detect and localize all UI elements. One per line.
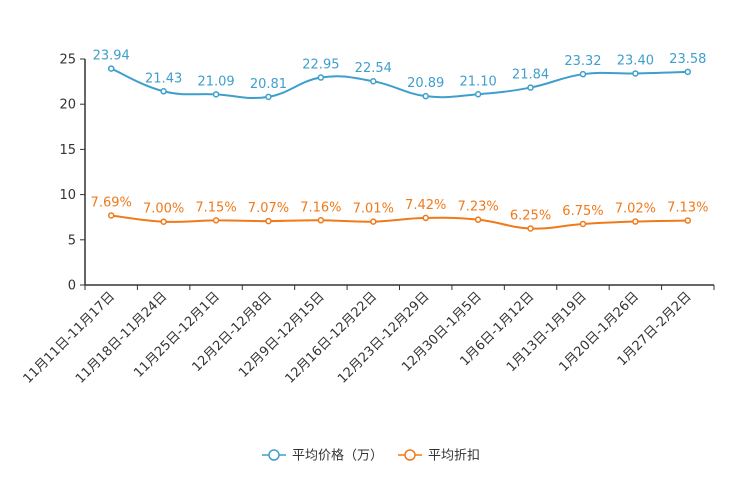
legend-item-2: 平均折扣 (398, 449, 480, 464)
data-label: 23.94 (93, 49, 130, 64)
data-point (212, 217, 220, 224)
legend: 平均价格（万） 平均折扣 (262, 448, 480, 464)
data-label: 23.40 (617, 53, 654, 68)
data-label: 6.75% (562, 204, 603, 219)
data-point (684, 217, 692, 224)
data-label: 22.54 (355, 61, 392, 76)
data-point (370, 218, 377, 225)
data-point (632, 70, 639, 77)
data-point (107, 212, 115, 219)
data-label: 21.84 (512, 68, 549, 83)
data-point (265, 93, 272, 101)
data-label: 20.81 (250, 77, 287, 92)
data-point (212, 91, 220, 98)
legend-item-1: 平均价格（万） (262, 448, 383, 464)
data-point (107, 65, 115, 72)
data-label: 20.89 (407, 76, 444, 91)
data-label: 23.32 (564, 54, 601, 69)
y-axis: 0 5 10 15 20 25 (59, 53, 86, 294)
legend-label: 平均折扣 (428, 449, 480, 464)
data-label: 7.15% (195, 200, 236, 215)
data-point (632, 218, 639, 225)
data-label: 21.09 (197, 74, 234, 89)
legend-marker-icon (404, 449, 416, 461)
data-point (474, 91, 482, 98)
data-point (527, 84, 534, 91)
data-point (370, 77, 377, 85)
x-tick-label: 11月11日-11月17日 (21, 289, 118, 386)
legend-marker-icon (268, 449, 280, 461)
x-tick-label: 12月16日-12月22日 (283, 289, 380, 386)
data-label: 7.13% (667, 201, 708, 216)
data-label: 21.43 (145, 71, 182, 86)
data-point (474, 216, 482, 223)
x-axis: 11月11日-11月17日11月18日-11月24日11月25日-12月1日12… (21, 284, 715, 387)
data-label: 7.01% (353, 202, 394, 217)
data-point (160, 88, 167, 95)
data-point (265, 217, 272, 225)
data-point (422, 214, 429, 222)
data-label: 7.42% (405, 198, 446, 213)
data-label: 7.16% (300, 200, 341, 215)
series-2: 7.69% 7.00% 7.15% 7.07% 7.16% 7.01% 7.42% 7.23%… (91, 195, 708, 232)
y-tick-label: 15 (59, 143, 76, 158)
data-point (527, 225, 534, 232)
y-tick-label: 25 (59, 53, 76, 68)
data-point (160, 218, 167, 225)
data-label: 7.69% (91, 195, 132, 210)
data-label: 6.25% (510, 209, 551, 224)
y-tick-label: 10 (59, 188, 76, 203)
data-label: 23.58 (669, 52, 706, 67)
y-tick-label: 0 (68, 279, 76, 294)
series-line (111, 214, 688, 230)
series-line (110, 67, 688, 100)
data-point (317, 74, 325, 81)
data-point (579, 220, 587, 228)
data-label: 7.00% (143, 202, 184, 217)
x-tick-label: 12月23日-12月29日 (335, 289, 432, 386)
data-point (684, 68, 692, 76)
data-label: 7.07% (248, 201, 289, 216)
y-tick-label: 5 (68, 233, 76, 248)
series-1: 23.94 21.43 21.09 20.81 22.95 22.54 20.89 21.10… (93, 49, 706, 101)
legend-label: 平均价格（万） (292, 448, 383, 464)
data-point (317, 217, 325, 224)
y-tick-label: 20 (59, 98, 76, 113)
data-point (579, 70, 587, 78)
data-label: 7.02% (615, 202, 656, 217)
x-tick-label: 11月18日-11月24日 (73, 289, 170, 386)
data-label: 22.95 (302, 58, 339, 73)
data-label: 7.23% (457, 200, 498, 215)
data-label: 21.10 (460, 74, 497, 89)
series-layer: 23.94 21.43 21.09 20.81 22.95 22.54 20.89 21.10… (91, 49, 708, 232)
data-point (422, 92, 429, 100)
